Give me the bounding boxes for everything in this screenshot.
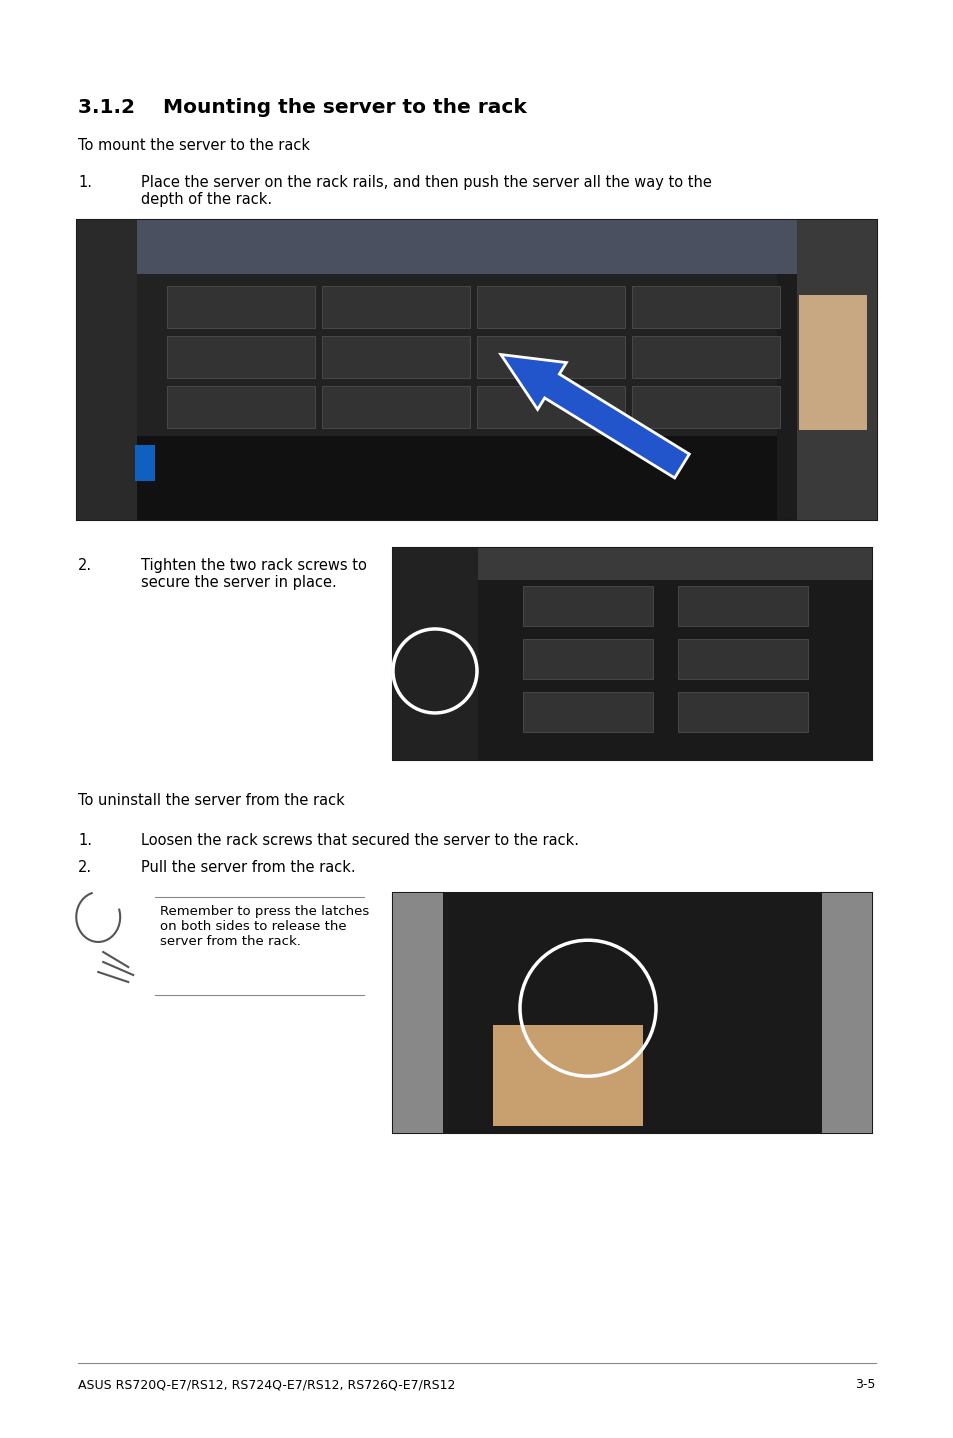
FancyBboxPatch shape xyxy=(796,220,876,521)
FancyBboxPatch shape xyxy=(442,893,821,1133)
FancyBboxPatch shape xyxy=(678,638,807,679)
FancyBboxPatch shape xyxy=(393,548,871,580)
Text: Loosen the rack screws that secured the server to the rack.: Loosen the rack screws that secured the … xyxy=(141,833,578,848)
FancyBboxPatch shape xyxy=(393,548,477,761)
Text: Remember to press the latches
on both sides to release the
server from the rack.: Remember to press the latches on both si… xyxy=(160,905,369,948)
FancyBboxPatch shape xyxy=(77,220,876,521)
FancyBboxPatch shape xyxy=(167,286,314,328)
FancyArrow shape xyxy=(500,355,689,477)
FancyBboxPatch shape xyxy=(631,336,780,378)
Text: Pull the server from the rack.: Pull the server from the rack. xyxy=(141,860,355,874)
FancyBboxPatch shape xyxy=(393,548,871,761)
FancyBboxPatch shape xyxy=(322,385,470,429)
FancyBboxPatch shape xyxy=(393,893,871,1133)
FancyBboxPatch shape xyxy=(167,385,314,429)
Text: To uninstall the server from the rack: To uninstall the server from the rack xyxy=(78,792,345,808)
FancyBboxPatch shape xyxy=(322,336,470,378)
FancyBboxPatch shape xyxy=(821,893,871,1133)
FancyBboxPatch shape xyxy=(135,444,154,480)
Text: 2.: 2. xyxy=(78,558,92,572)
FancyBboxPatch shape xyxy=(522,692,652,732)
FancyBboxPatch shape xyxy=(77,220,137,521)
Text: Place the server on the rack rails, and then push the server all the way to the
: Place the server on the rack rails, and … xyxy=(141,175,711,207)
FancyBboxPatch shape xyxy=(678,692,807,732)
FancyBboxPatch shape xyxy=(167,336,314,378)
FancyBboxPatch shape xyxy=(522,587,652,626)
FancyBboxPatch shape xyxy=(476,336,624,378)
FancyBboxPatch shape xyxy=(137,436,776,521)
FancyBboxPatch shape xyxy=(493,1025,642,1126)
Text: 2.: 2. xyxy=(78,860,92,874)
FancyBboxPatch shape xyxy=(631,286,780,328)
FancyBboxPatch shape xyxy=(631,385,780,429)
FancyBboxPatch shape xyxy=(393,893,442,1133)
FancyBboxPatch shape xyxy=(322,286,470,328)
Text: To mount the server to the rack: To mount the server to the rack xyxy=(78,138,310,152)
FancyBboxPatch shape xyxy=(77,220,876,275)
Text: ASUS RS720Q-E7/RS12, RS724Q-E7/RS12, RS726Q-E7/RS12: ASUS RS720Q-E7/RS12, RS724Q-E7/RS12, RS7… xyxy=(78,1378,456,1391)
Text: 1.: 1. xyxy=(78,833,92,848)
FancyBboxPatch shape xyxy=(678,587,807,626)
FancyBboxPatch shape xyxy=(476,385,624,429)
FancyBboxPatch shape xyxy=(522,638,652,679)
Text: 3.1.2    Mounting the server to the rack: 3.1.2 Mounting the server to the rack xyxy=(78,98,526,116)
FancyBboxPatch shape xyxy=(799,295,866,430)
Text: 3-5: 3-5 xyxy=(855,1378,875,1391)
Text: 1.: 1. xyxy=(78,175,92,190)
Text: Tighten the two rack screws to
secure the server in place.: Tighten the two rack screws to secure th… xyxy=(141,558,367,591)
FancyBboxPatch shape xyxy=(476,286,624,328)
FancyBboxPatch shape xyxy=(137,275,776,439)
